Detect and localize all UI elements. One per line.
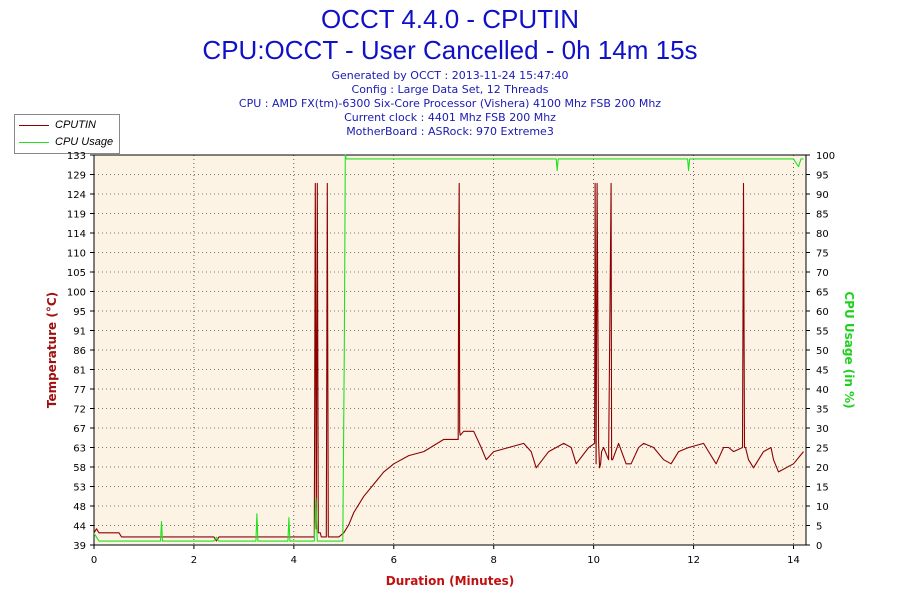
- y-right-tick-label: 80: [816, 229, 829, 240]
- y-right-tick-label: 50: [816, 346, 829, 357]
- chart-subtitle: CPU:OCCT - User Cancelled - 0h 14m 15s: [202, 35, 698, 65]
- y-left-tick-label: 39: [73, 541, 86, 552]
- info-generated: Generated by OCCT : 2013-11-24 15:47:40: [331, 69, 569, 82]
- x-tick-label: 10: [587, 555, 600, 566]
- x-tick-label: 12: [687, 555, 700, 566]
- series-line-cpu-usage: [93, 154, 804, 542]
- y-right-tick-label: 20: [816, 463, 829, 474]
- y-left-tick-label: 53: [73, 483, 86, 494]
- y-right-tick-label: 75: [816, 249, 829, 260]
- y-right-tick-label: 65: [816, 288, 829, 299]
- legend-swatch-cputin: [19, 124, 49, 126]
- y-left-tick-label: 114: [67, 229, 86, 240]
- y-left-tick-label: 81: [73, 366, 86, 377]
- x-tick-label: 6: [391, 555, 397, 566]
- y-left-tick-label: 58: [73, 463, 86, 474]
- legend: CPUTIN CPU Usage: [14, 114, 120, 154]
- axes: 3944485358636772778186919510010511011411…: [67, 151, 835, 566]
- series-layer: [93, 154, 804, 542]
- info-config: Config : Large Data Set, 12 Threads: [351, 83, 549, 96]
- x-tick-label: 4: [291, 555, 297, 566]
- y-right-tick-label: 100: [816, 151, 835, 162]
- y-left-tick-label: 110: [67, 249, 86, 260]
- y-left-tick-label: 72: [73, 405, 86, 416]
- legend-label-cputin: CPUTIN: [55, 119, 96, 131]
- y-left-tick-label: 77: [73, 385, 86, 396]
- y-left-tick-label: 100: [67, 288, 86, 299]
- x-tick-label: 14: [787, 555, 800, 566]
- x-tick-label: 8: [491, 555, 497, 566]
- x-tick-label: 0: [91, 555, 97, 566]
- y-left-tick-label: 67: [73, 424, 86, 435]
- y-left-tick-label: 119: [67, 210, 86, 221]
- info-cpu: CPU : AMD FX(tm)-6300 Six-Core Processor…: [238, 97, 662, 110]
- y-right-tick-label: 70: [816, 268, 829, 279]
- y-left-tick-label: 95: [73, 307, 86, 318]
- axis-labels: Duration (Minutes) Temperature (°C) CPU Us…: [45, 291, 856, 588]
- grid: [94, 155, 806, 545]
- y-right-tick-label: 15: [816, 483, 829, 494]
- y-right-axis-label: CPU Usage (in %): [842, 291, 856, 408]
- y-left-tick-label: 86: [73, 346, 86, 357]
- y-right-tick-label: 5: [816, 522, 822, 533]
- y-right-tick-label: 35: [816, 405, 829, 416]
- y-right-tick-label: 40: [816, 385, 829, 396]
- legend-item-cpu-usage: CPU Usage: [19, 134, 113, 150]
- y-right-tick-label: 0: [816, 541, 822, 552]
- info-current-clock: Current clock : 4401 Mhz FSB 200 Mhz: [344, 111, 556, 124]
- y-left-tick-label: 48: [73, 502, 86, 513]
- legend-item-cputin: CPUTIN: [19, 117, 96, 133]
- y-left-tick-label: 129: [67, 171, 86, 182]
- plot-area: [94, 155, 806, 545]
- y-right-tick-label: 25: [816, 444, 829, 455]
- x-tick-label: 2: [191, 555, 197, 566]
- y-right-tick-label: 30: [816, 424, 829, 435]
- y-right-tick-label: 45: [816, 366, 829, 377]
- y-right-tick-label: 95: [816, 171, 829, 182]
- y-left-tick-label: 63: [73, 444, 86, 455]
- y-right-tick-label: 10: [816, 502, 829, 513]
- y-left-axis-label: Temperature (°C): [45, 292, 59, 408]
- x-axis-label: Duration (Minutes): [386, 574, 514, 588]
- y-right-tick-label: 90: [816, 190, 829, 201]
- y-left-tick-label: 124: [67, 190, 86, 201]
- y-right-tick-label: 60: [816, 307, 829, 318]
- y-left-tick-label: 105: [67, 268, 86, 279]
- plot-frame: [93, 154, 807, 546]
- chart-title: OCCT 4.4.0 - CPUTIN: [320, 4, 580, 34]
- y-right-tick-label: 55: [816, 327, 829, 338]
- series-line-cputin: [93, 182, 804, 542]
- y-right-tick-label: 85: [816, 210, 829, 221]
- legend-label-cpu-usage: CPU Usage: [55, 136, 114, 148]
- legend-swatch-cpu-usage: [19, 141, 49, 143]
- info-motherboard: MotherBoard : ASRock: 970 Extreme3: [346, 125, 554, 138]
- y-left-tick-label: 44: [73, 522, 86, 533]
- y-left-tick-label: 91: [73, 327, 86, 338]
